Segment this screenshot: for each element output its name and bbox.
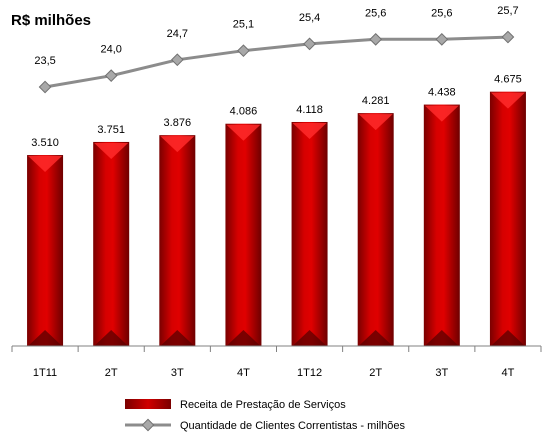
line-value-label: 25,4 [299,12,320,24]
x-tick-label: 1T12 [297,367,322,379]
x-ticks-group [11,346,542,352]
line-labels-group: 23,5 24,0 24,7 25,1 25,4 25,6 25,6 25,7 [34,5,518,67]
line-value-label: 24,0 [100,44,121,56]
x-tick-label: 2T [105,367,118,379]
bar-bevel-top [94,142,129,159]
bar-bevel-bottom [160,330,195,346]
bar-bevel-bottom [490,330,525,346]
bar-value-label: 3.510 [31,137,59,149]
bar-body [27,155,64,346]
bar-bevel-bottom [94,330,129,346]
bar-bevel-bottom [28,330,63,346]
line-point [104,69,118,83]
x-tick-label: 4T [502,367,515,379]
bar-body [291,121,328,346]
legend-line-label: Quantidade de Clientes Correntistas - mi… [180,420,406,432]
bar-value-label: 4.118 [296,104,323,116]
x-tick-label: 3T [171,367,184,379]
x-tick-label: 2T [369,367,382,379]
bar [159,135,196,346]
chart-title: R$ milhões [11,12,91,29]
bar-bevel-top [226,124,261,141]
line-value-label: 24,7 [167,28,188,40]
bar [489,91,526,347]
bar-bevel-top [28,156,63,173]
x-labels-group: 1T11 2T 3T 4T 1T12 2T 3T 4T [33,367,515,379]
x-tick-label: 1T11 [33,367,57,379]
x-tick-label: 4T [237,367,250,379]
bar-value-label: 4.281 [362,95,390,107]
line-point [435,32,449,46]
bar-bevel-bottom [292,330,327,346]
bar-value-label: 3.876 [164,117,192,129]
line-point [170,53,184,67]
bar [357,113,394,346]
bar-body [423,104,460,346]
bar-bevel-bottom [226,330,261,346]
line-value-label: 23,5 [34,55,55,67]
line-point [501,30,515,44]
bar-bevel-bottom [358,330,393,346]
bar-bevel-top [160,136,195,153]
bar-bevel-top [490,92,525,109]
bar-body [357,113,394,346]
line-point [369,32,383,46]
bar-body [93,141,130,346]
clients-line [44,35,508,89]
bar-body [159,135,196,346]
line-points-group [38,30,515,94]
bar [27,155,64,346]
line-value-label: 25,1 [233,19,254,31]
bar-value-label: 4.675 [494,74,522,86]
bar-bevel-top [358,114,393,131]
line-point [237,44,250,58]
bar [423,104,460,346]
bar-value-label: 4.438 [428,87,456,99]
line-value-label: 25,6 [431,7,452,19]
legend-bar-swatch [125,399,171,409]
line-value-label: 25,7 [497,5,518,17]
x-tick-label: 3T [435,367,448,379]
bar [93,141,130,346]
line-point [38,80,52,94]
bar-bevel-top [292,122,327,139]
bar [291,121,328,346]
legend-bar-label: Receita de Prestação de Serviços [180,399,346,411]
bar-bevel-bottom [424,330,459,346]
bars-group [27,91,526,347]
legend-line-marker [141,418,155,432]
bar-labels-group: 3.510 3.751 3.876 4.086 4.118 4.281 4.438 4.675 [31,74,521,149]
bar [225,123,262,346]
bar-body [489,91,526,347]
line-value-label: 25,6 [365,7,386,19]
legend: Receita de Prestação de Serviços Quantid… [125,399,406,432]
line-point [303,37,316,51]
bar-value-label: 3.751 [97,124,125,136]
bar-bevel-top [424,105,459,122]
bar-value-label: 4.086 [230,106,258,118]
bar-body [225,123,262,346]
